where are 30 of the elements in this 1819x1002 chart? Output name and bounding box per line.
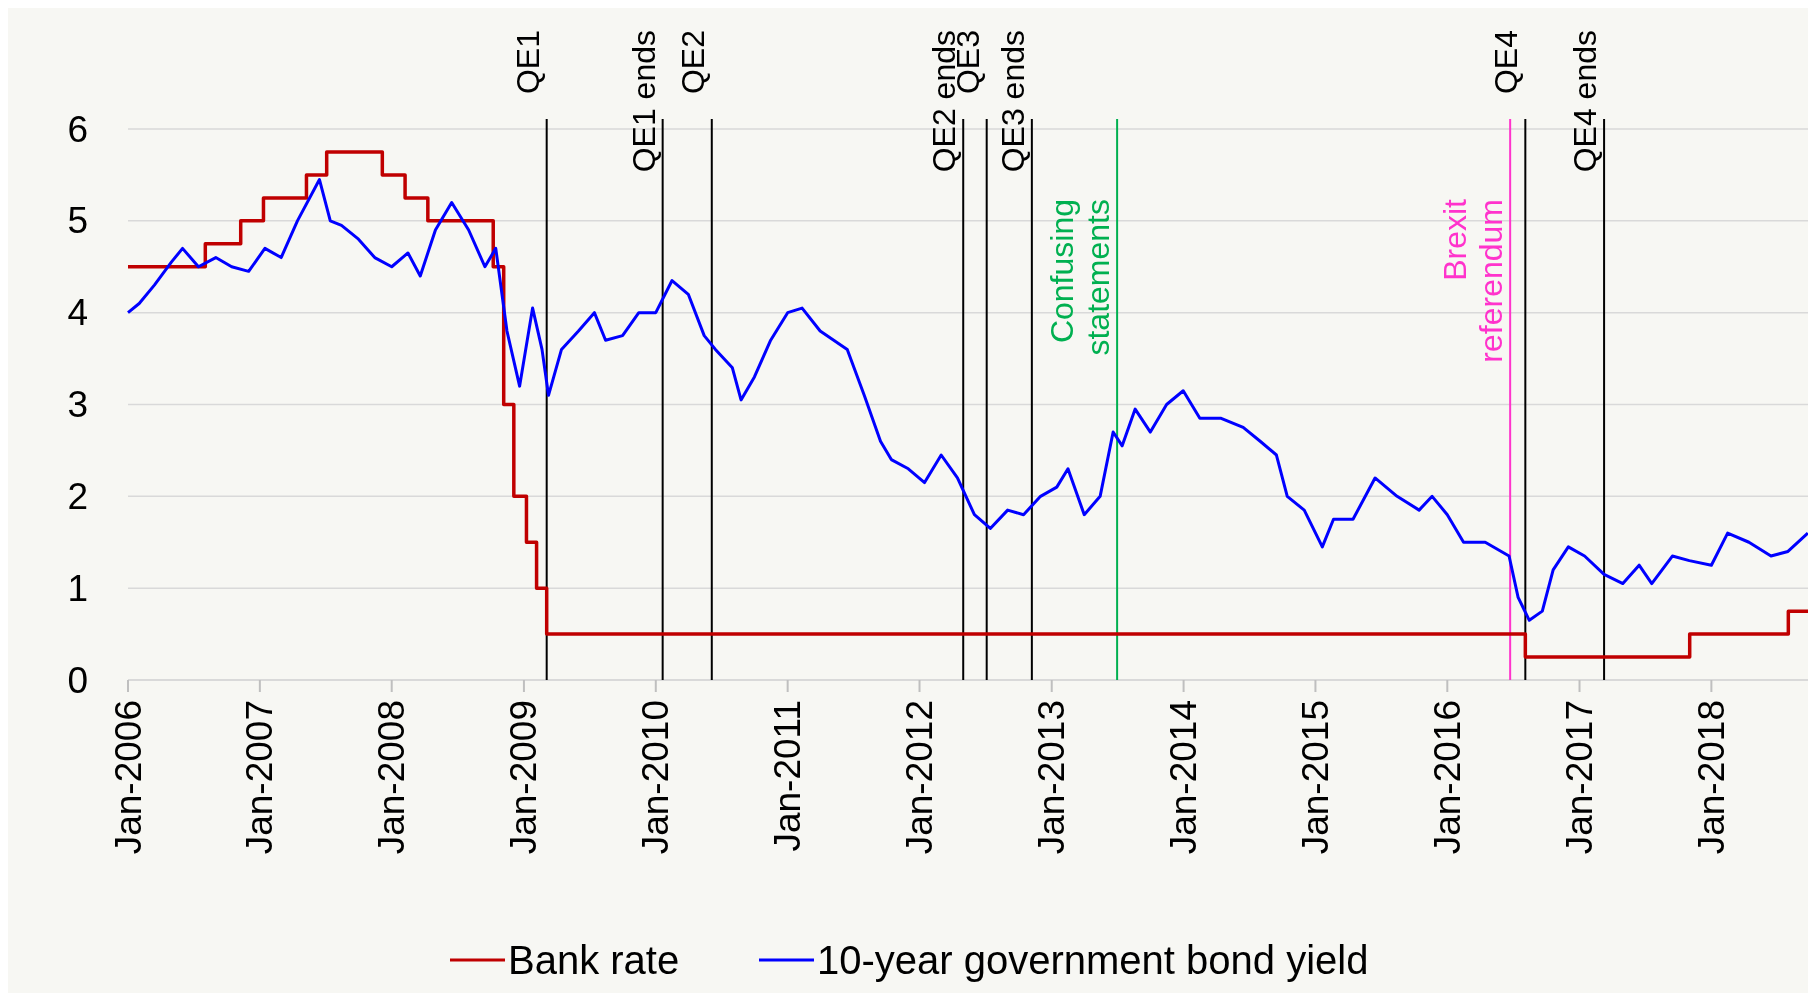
- y-tick-label: 2: [67, 475, 88, 517]
- ref-line-label: QE1 ends: [625, 30, 662, 173]
- ref-line-label: Confusing statements: [1044, 199, 1117, 356]
- y-tick-label: 1: [67, 567, 88, 609]
- x-tick-label: Jan-2012: [899, 700, 941, 855]
- ref-line-label: QE2: [674, 30, 711, 95]
- y-tick-label: 3: [67, 384, 88, 425]
- ref-line-label: QE4: [1488, 30, 1525, 95]
- x-tick-label: Jan-2007: [239, 700, 281, 855]
- x-tick-label: Jan-2014: [1163, 700, 1205, 855]
- y-tick-label: 5: [67, 200, 88, 242]
- x-tick-label: Jan-2011: [767, 700, 809, 852]
- x-tick-label: Jan-2016: [1426, 700, 1468, 855]
- legend-label: 10-year government bond yield: [817, 938, 1369, 982]
- ref-line-label: QE3 ends: [994, 30, 1031, 173]
- x-tick-label: Jan-2017: [1559, 700, 1601, 855]
- ref-line-label: QE4 ends: [1567, 30, 1604, 173]
- x-tick-label: Jan-2009: [503, 700, 545, 855]
- y-tick-label: 0: [67, 659, 88, 701]
- x-tick-label: Jan-2018: [1690, 700, 1732, 855]
- x-tick-label: Jan-2006: [107, 700, 149, 855]
- ref-line-label: QE1: [509, 30, 546, 95]
- y-tick-label: 4: [67, 292, 88, 334]
- y-tick-label: 6: [67, 108, 88, 150]
- x-tick-label: Jan-2010: [635, 700, 677, 855]
- legend-label: Bank rate: [508, 938, 680, 982]
- x-tick-label: Jan-2008: [371, 700, 413, 855]
- x-tick-label: Jan-2015: [1294, 700, 1336, 855]
- x-tick-label: Jan-2013: [1031, 700, 1073, 855]
- ref-line-label: Brexit referendum: [1437, 198, 1510, 363]
